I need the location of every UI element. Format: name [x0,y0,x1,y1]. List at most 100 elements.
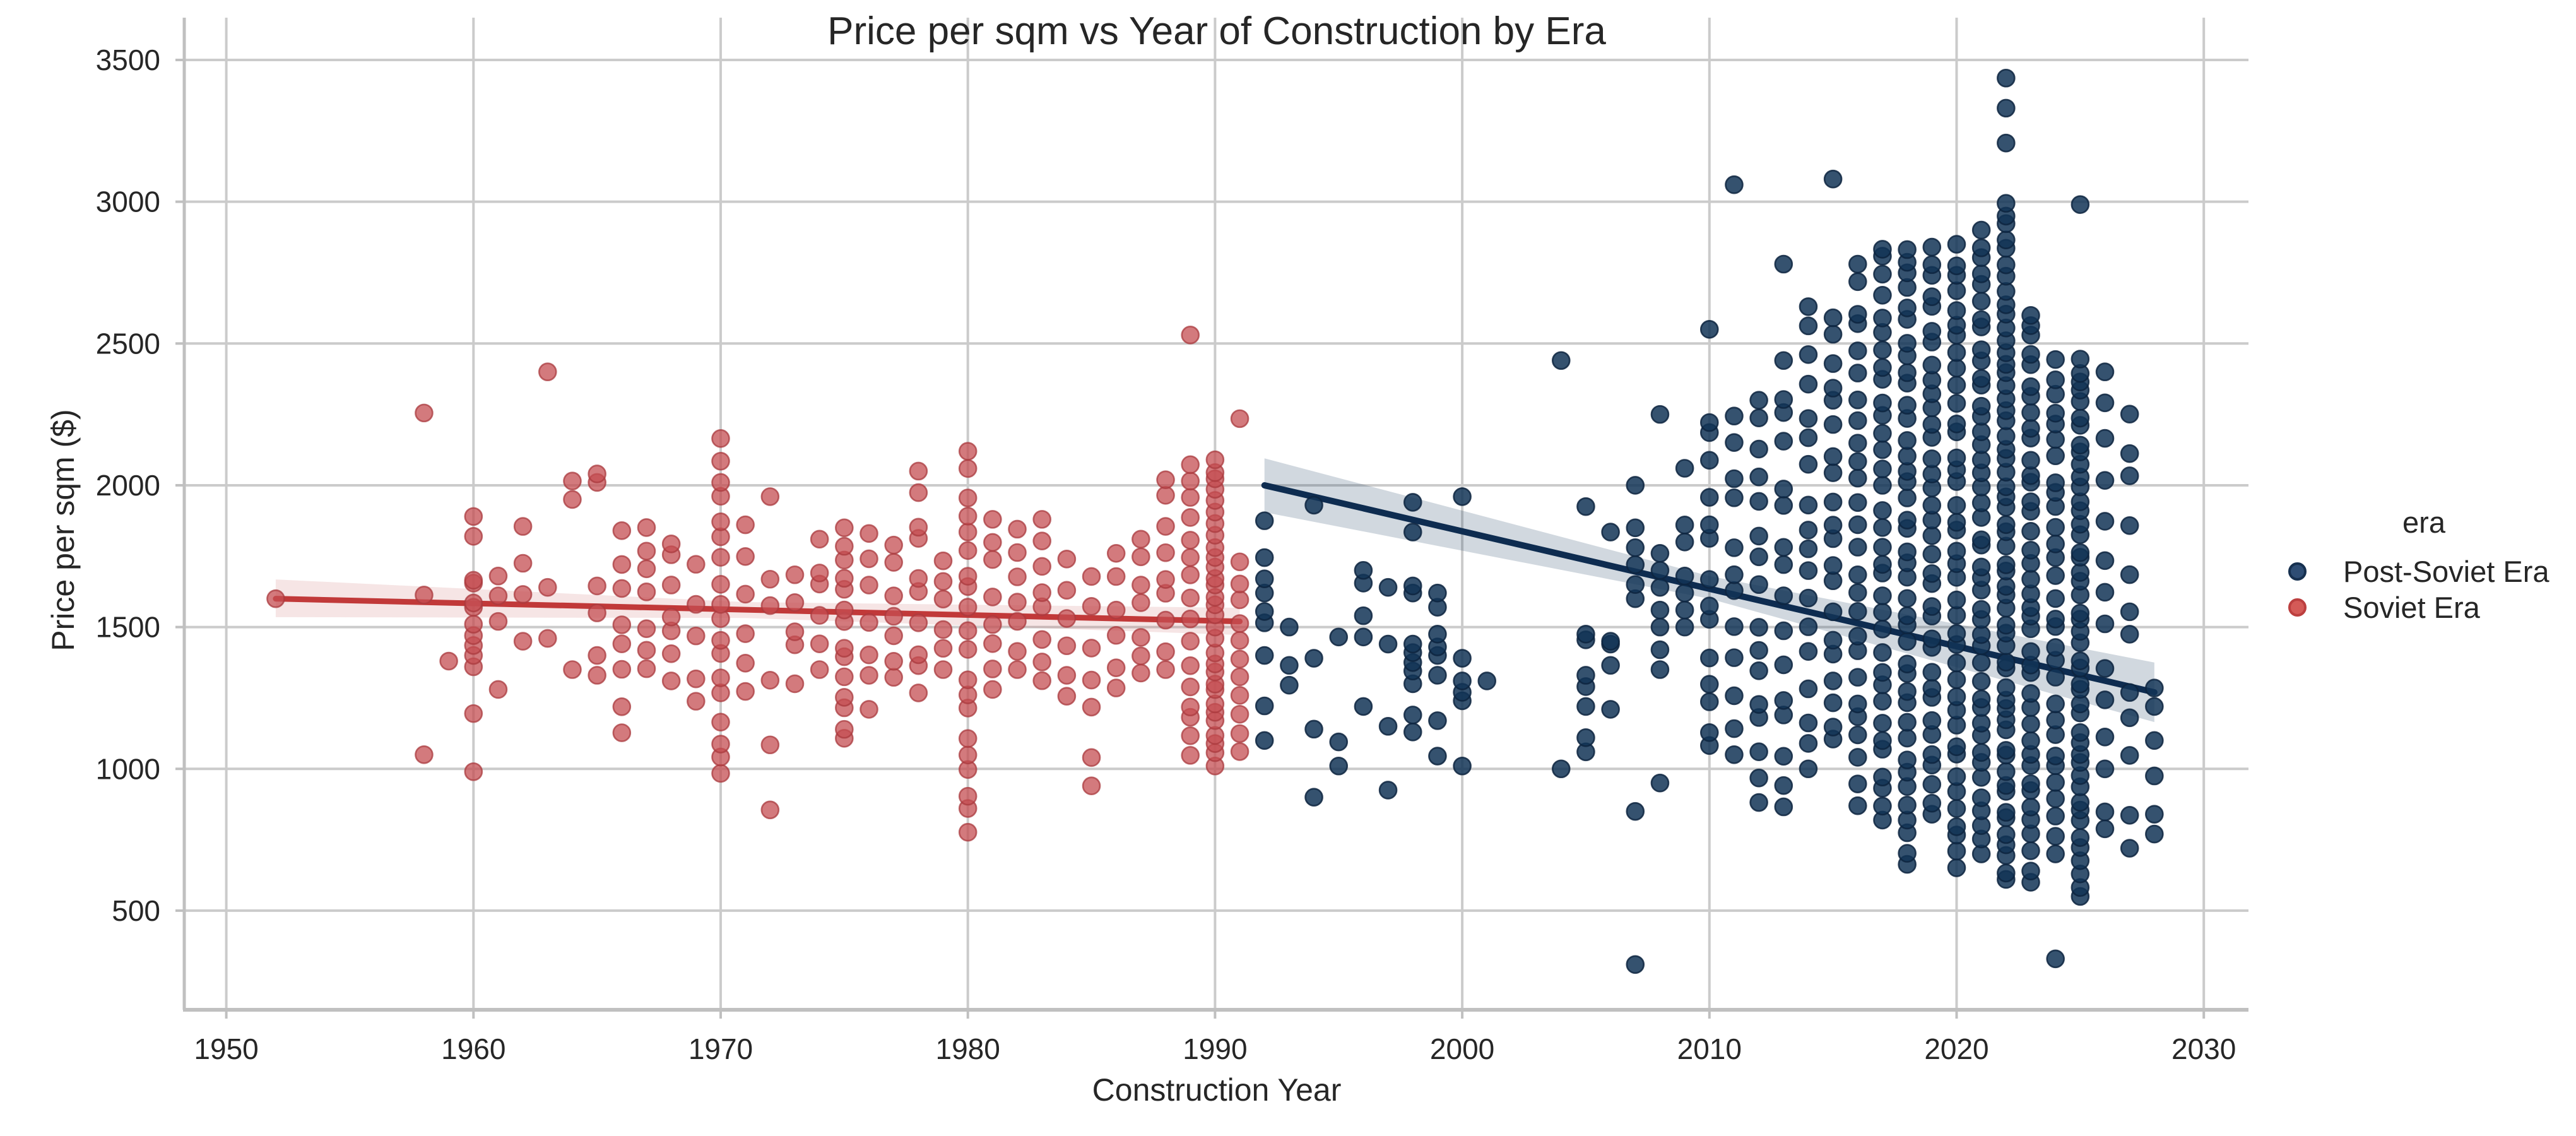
data-point [2021,642,2040,661]
data-point [2046,518,2065,537]
data-point [884,535,903,555]
data-point [1873,358,1892,377]
data-point [1873,440,1892,459]
data-point [933,660,953,679]
data-point [1156,517,1175,536]
data-point [1971,672,1991,691]
data-point [1799,561,1818,580]
data-point [884,626,903,646]
data-point [2021,492,2040,511]
data-point [736,547,755,566]
data-point [2095,583,2115,602]
data-point [1873,692,1892,711]
data-point [1106,600,1126,620]
data-point [2120,466,2139,485]
data-point [2046,403,2065,423]
data-point [1280,675,1299,695]
data-point [711,548,730,567]
data-point [1650,560,1670,580]
data-point [1626,518,1645,538]
data-point [1725,433,1744,452]
y-tick-label: 3000 [96,186,160,218]
data-point [810,564,829,583]
data-point [439,651,458,671]
data-point [958,822,978,842]
data-point [1774,691,1793,710]
data-point [1675,533,1694,552]
data-point [810,606,829,625]
data-point [1947,343,1966,362]
data-point [1749,492,1768,511]
data-point [2046,668,2065,687]
data-point [2071,674,2090,694]
data-point [1032,671,1051,690]
data-point [612,579,632,598]
data-point [1823,718,1843,737]
data-point [1971,238,1991,257]
data-point [1848,583,1867,602]
data-point [1971,600,1991,619]
data-point [1971,689,1991,709]
data-point [2046,370,2065,389]
data-point [983,615,1002,634]
data-point [1848,254,1867,274]
data-point [1725,538,1744,557]
data-point [1551,351,1571,370]
x-tick-label: 1990 [1183,1032,1247,1065]
data-point [1181,746,1200,765]
data-point [1082,639,1101,658]
data-point [513,553,533,573]
data-point [1181,677,1200,697]
data-point [1699,413,1719,432]
data-point [1675,600,1694,620]
data-point [711,512,730,531]
data-point [2021,377,2040,396]
data-point [1699,648,1719,668]
data-point [1774,555,1793,574]
data-point [1699,723,1719,742]
data-point [1922,775,1942,794]
data-point [1675,566,1694,586]
data-point [687,692,706,711]
data-point [958,640,978,659]
data-point [1848,774,1867,793]
data-point [736,653,755,673]
data-point [1997,678,2016,697]
data-point [612,660,632,679]
data-point [736,584,755,604]
data-point [1230,649,1250,669]
data-point [1898,396,1917,415]
data-point [1255,646,1274,665]
data-point [884,553,903,572]
data-point [1947,414,1966,434]
data-point [1898,446,1917,466]
data-point [1971,264,1991,283]
data-point [1971,653,1991,672]
data-point [1947,541,1966,561]
data-point [2120,805,2139,825]
data-point [2046,949,2065,969]
data-point [958,567,978,586]
data-point [1774,586,1793,605]
data-point [711,630,730,650]
data-point [1156,486,1175,505]
data-point [538,577,557,597]
data-point [1181,326,1200,345]
data-point [1403,523,1422,541]
data-point [2046,589,2065,608]
data-point [1774,797,1793,817]
data-point [1947,858,1966,877]
data-point [933,551,953,571]
data-point [1082,748,1101,767]
data-point [1947,301,1966,320]
data-point [1626,575,1645,595]
data-point [1008,642,1027,661]
data-point [1922,793,1942,813]
data-point [1725,175,1744,194]
data-point [1329,627,1349,647]
data-point [2145,766,2164,786]
data-point [1873,340,1892,360]
data-point [1922,526,1942,545]
data-point [1873,459,1892,478]
data-point [933,639,953,658]
